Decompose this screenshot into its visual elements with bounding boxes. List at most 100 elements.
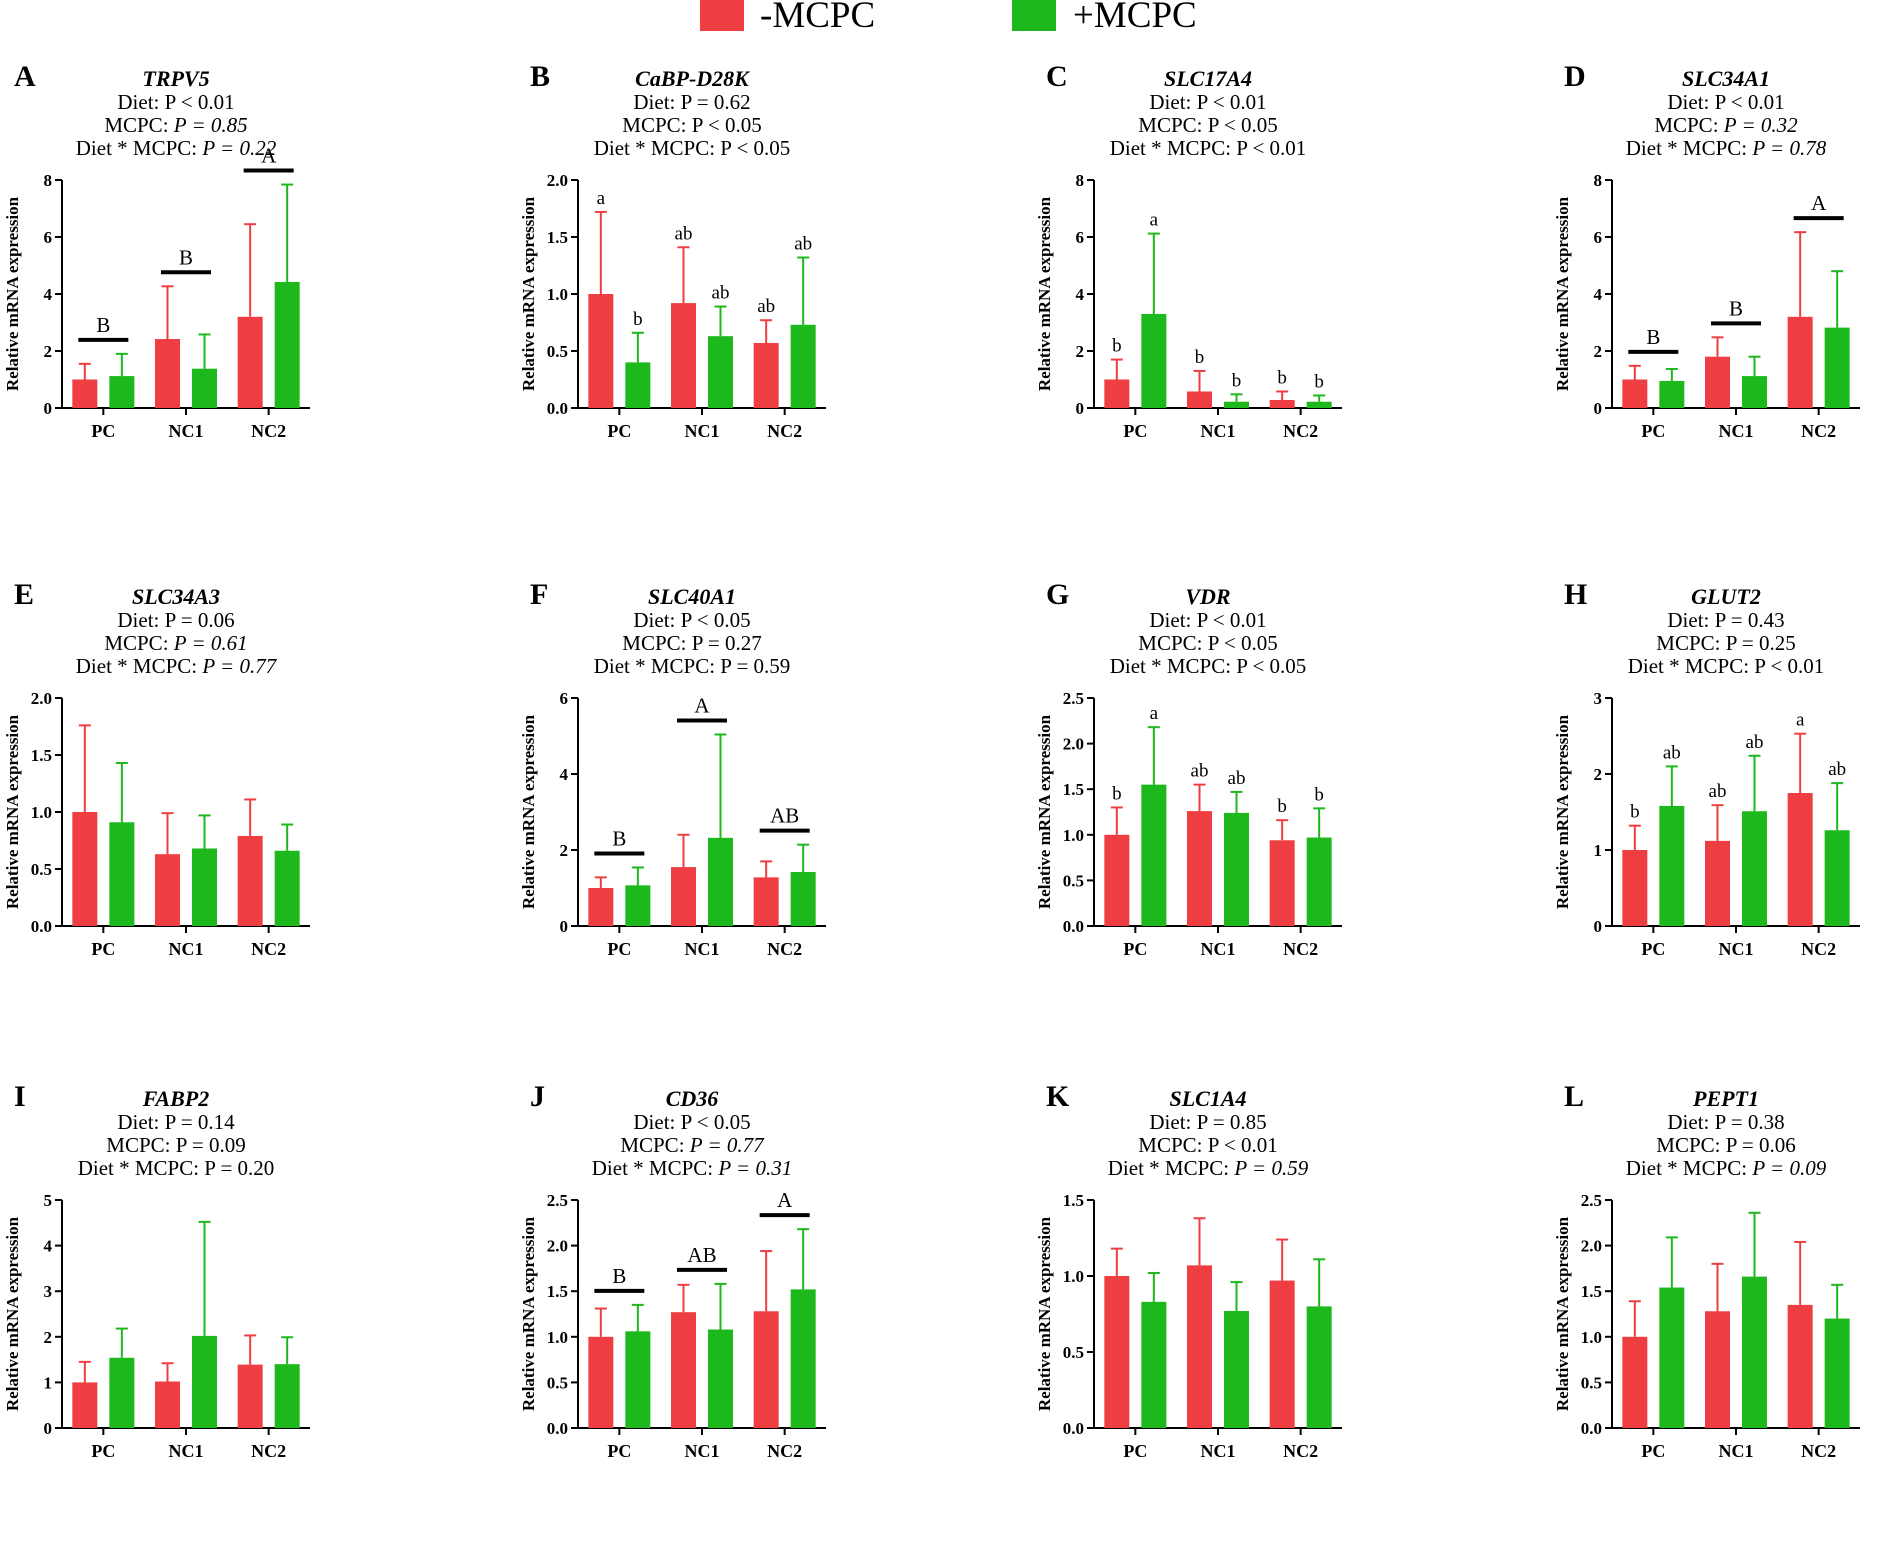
y-tick-label-g: 0.0 bbox=[1063, 917, 1084, 936]
stat-line-l-1: MCPC: P = 0.06 bbox=[1656, 1133, 1795, 1157]
stat-p-value: P = 0.09 bbox=[176, 1133, 246, 1157]
y-axis-label-e: Relative mRNA expression bbox=[3, 714, 22, 909]
panel-letter-e: E bbox=[14, 578, 34, 611]
y-tick-label-c: 6 bbox=[1076, 228, 1085, 247]
bar-c bbox=[1141, 313, 1167, 408]
stat-p-value: P < 0.05 bbox=[681, 1110, 751, 1134]
group-sig-label-f: A bbox=[694, 693, 710, 717]
stat-p-value: P < 0.05 bbox=[692, 113, 762, 137]
x-tick-label-f: PC bbox=[607, 939, 631, 959]
y-tick-label-i: 1 bbox=[44, 1373, 53, 1392]
stat-p-value: P = 0.62 bbox=[681, 90, 751, 114]
y-axis-label-b: Relative mRNA expression bbox=[519, 196, 538, 391]
y-tick-label-a: 0 bbox=[44, 399, 53, 418]
bar-c bbox=[1187, 391, 1212, 408]
bar-b bbox=[790, 324, 816, 408]
gene-title-g: VDR bbox=[1185, 584, 1230, 609]
bar-g bbox=[1224, 812, 1249, 926]
stat-p-value: P = 0.77 bbox=[689, 1133, 765, 1157]
x-tick-label-j: NC1 bbox=[685, 1441, 720, 1461]
sig-letter-g: ab bbox=[1228, 768, 1246, 789]
y-tick-label-a: 8 bbox=[44, 171, 53, 190]
legend-swatch-minus-mcpc bbox=[700, 0, 744, 31]
stat-line-h-1: MCPC: P = 0.25 bbox=[1656, 631, 1795, 655]
panel-letter-a: A bbox=[14, 60, 36, 93]
bar-d bbox=[1787, 316, 1813, 408]
group-sig-label-a: B bbox=[179, 245, 193, 269]
y-tick-label-g: 2.0 bbox=[1063, 735, 1084, 754]
gene-title-c: SLC17A4 bbox=[1164, 66, 1252, 91]
stat-line-b-0: Diet: P = 0.62 bbox=[633, 90, 750, 114]
bar-i bbox=[274, 1364, 300, 1428]
bar-c bbox=[1224, 401, 1249, 408]
sig-letter-b: a bbox=[597, 188, 606, 209]
sig-letter-c: b bbox=[1314, 371, 1324, 392]
bar-e bbox=[155, 854, 180, 926]
bar-g bbox=[1306, 837, 1332, 926]
y-tick-label-j: 1.0 bbox=[547, 1328, 568, 1347]
x-tick-label-k: PC bbox=[1123, 1441, 1147, 1461]
bar-c bbox=[1104, 379, 1130, 408]
stat-line-d-1: MCPC: P = 0.32 bbox=[1654, 113, 1798, 137]
bar-l bbox=[1742, 1276, 1767, 1428]
stat-p-value: P = 0.25 bbox=[1726, 631, 1796, 655]
bar-i bbox=[237, 1364, 263, 1428]
stat-p-value: P < 0.01 bbox=[1715, 90, 1785, 114]
stat-line-f-2: Diet * MCPC: P = 0.59 bbox=[594, 654, 791, 678]
stat-label: Diet * MCPC: bbox=[1628, 654, 1755, 678]
x-tick-label-e: PC bbox=[91, 939, 115, 959]
y-axis-label-g: Relative mRNA expression bbox=[1035, 714, 1054, 909]
bar-l bbox=[1622, 1336, 1648, 1428]
x-tick-label-j: NC2 bbox=[767, 1441, 802, 1461]
x-tick-label-f: NC2 bbox=[767, 939, 802, 959]
y-axis-label-f: Relative mRNA expression bbox=[519, 714, 538, 909]
bar-a bbox=[155, 339, 180, 408]
x-tick-label-g: NC2 bbox=[1283, 939, 1318, 959]
y-tick-label-l: 1.5 bbox=[1581, 1282, 1602, 1301]
gene-title-d: SLC34A1 bbox=[1682, 66, 1770, 91]
stat-label: Diet: bbox=[1149, 90, 1196, 114]
bar-g bbox=[1269, 840, 1295, 926]
bar-h bbox=[1622, 850, 1648, 926]
panel-letter-d: D bbox=[1564, 60, 1586, 93]
stat-line-k-1: MCPC: P < 0.01 bbox=[1138, 1133, 1277, 1157]
stat-line-d-2: Diet * MCPC: P = 0.78 bbox=[1626, 136, 1827, 160]
stat-label: Diet: bbox=[633, 1110, 680, 1134]
bar-h bbox=[1705, 840, 1730, 926]
bar-l bbox=[1824, 1318, 1850, 1428]
gene-title-a: TRPV5 bbox=[142, 66, 209, 91]
stat-p-value: P < 0.01 bbox=[1197, 608, 1267, 632]
sig-letter-c: b bbox=[1195, 347, 1205, 368]
bar-b bbox=[753, 343, 779, 408]
y-axis-label-l: Relative mRNA expression bbox=[1553, 1216, 1572, 1411]
y-tick-label-d: 8 bbox=[1594, 171, 1603, 190]
bar-b bbox=[588, 294, 614, 408]
group-sig-label-d: B bbox=[1646, 325, 1660, 349]
group-sig-label-j: AB bbox=[687, 1243, 716, 1267]
x-tick-label-d: NC1 bbox=[1719, 421, 1754, 441]
stat-line-k-0: Diet: P = 0.85 bbox=[1149, 1110, 1266, 1134]
x-tick-label-i: NC2 bbox=[251, 1441, 286, 1461]
legend-swatch-plus-mcpc bbox=[1012, 0, 1056, 31]
stat-line-j-2: Diet * MCPC: P = 0.31 bbox=[592, 1156, 792, 1180]
x-tick-label-a: NC2 bbox=[251, 421, 286, 441]
stat-p-value: P = 0.85 bbox=[1197, 1110, 1267, 1134]
sig-letter-b: ab bbox=[675, 223, 693, 244]
sig-letter-b: ab bbox=[712, 283, 730, 304]
stat-label: MCPC: bbox=[1656, 631, 1725, 655]
stat-p-value: P = 0.06 bbox=[1726, 1133, 1796, 1157]
x-tick-label-l: NC2 bbox=[1801, 1441, 1836, 1461]
stat-line-e-1: MCPC: P = 0.61 bbox=[104, 631, 247, 655]
bar-i bbox=[72, 1382, 98, 1428]
x-tick-label-a: NC1 bbox=[169, 421, 204, 441]
gene-title-i: FABP2 bbox=[142, 1086, 209, 1111]
panel-letter-k: K bbox=[1046, 1080, 1070, 1113]
sig-letter-g: b bbox=[1314, 784, 1324, 805]
bar-j bbox=[671, 1312, 696, 1428]
panel-letter-l: L bbox=[1564, 1080, 1584, 1113]
y-tick-label-l: 2.0 bbox=[1581, 1237, 1602, 1256]
panel-letter-g: G bbox=[1046, 578, 1069, 611]
bar-l bbox=[1787, 1304, 1813, 1428]
panel-letter-h: H bbox=[1564, 578, 1587, 611]
